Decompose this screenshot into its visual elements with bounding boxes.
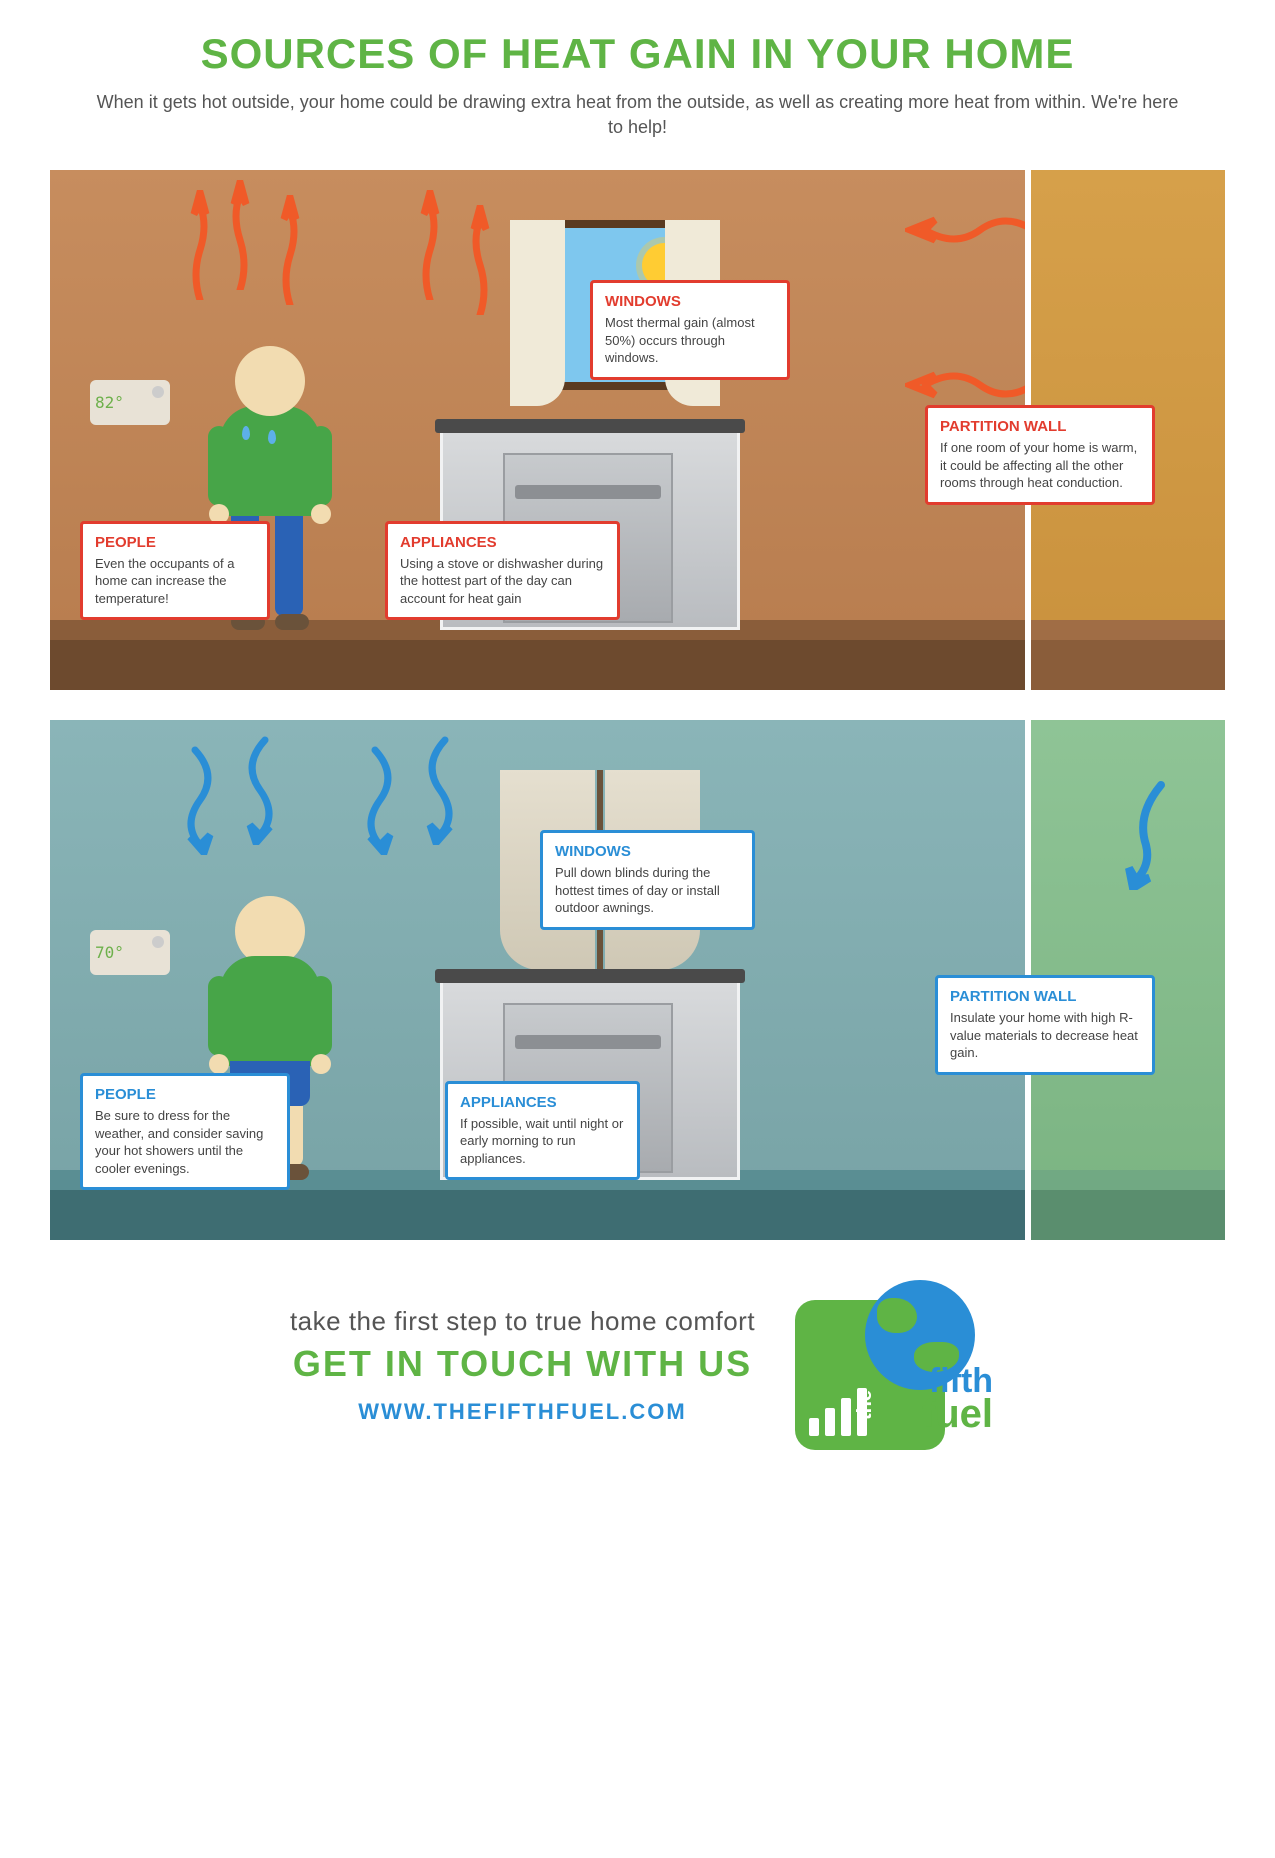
heat-arrow-icon xyxy=(470,205,490,315)
cool-arrow-icon xyxy=(240,735,290,845)
arms xyxy=(208,426,332,486)
callout-windows-cool: WINDOWS Pull down blinds during the hott… xyxy=(540,830,755,930)
countertop xyxy=(435,969,745,983)
arms xyxy=(208,976,332,1036)
callout-appliances-cool: APPLIANCES If possible, wait until night… xyxy=(445,1081,640,1181)
callout-title: APPLIANCES xyxy=(400,534,605,551)
callout-title: WINDOWS xyxy=(555,843,740,860)
callout-text: Be sure to dress for the weather, and co… xyxy=(95,1107,275,1177)
thermostat-hot-value: 82° xyxy=(95,393,124,412)
callout-text: Using a stove or dishwasher during the h… xyxy=(400,555,605,608)
callout-text: If possible, wait until night or early m… xyxy=(460,1115,625,1168)
cool-arrow-icon xyxy=(1121,780,1171,890)
curtain-left xyxy=(510,220,565,406)
head xyxy=(235,346,305,416)
callout-title: PARTITION WALL xyxy=(950,988,1140,1005)
footer-url: WWW.THEFIFTHFUEL.COM xyxy=(290,1399,755,1425)
thermostat-cool: 70° xyxy=(90,930,170,975)
callout-title: WINDOWS xyxy=(605,293,775,310)
hot-room: 82° xyxy=(50,170,1025,690)
heat-wave-icon xyxy=(905,365,1035,405)
footer: take the first step to true home comfort… xyxy=(50,1280,1225,1450)
callout-text: Most thermal gain (almost 50%) occurs th… xyxy=(605,314,775,367)
callout-appliances-hot: APPLIANCES Using a stove or dishwasher d… xyxy=(385,521,620,621)
cool-arrow-icon xyxy=(350,745,400,855)
callout-text: Pull down blinds during the hottest time… xyxy=(555,864,740,917)
callout-title: PEOPLE xyxy=(95,1086,275,1103)
footer-cta: GET IN TOUCH WITH US xyxy=(290,1343,755,1385)
hot-scene: 82° xyxy=(50,170,1225,690)
logo-the: the xyxy=(854,1390,877,1420)
callout-text: If one room of your home is warm, it cou… xyxy=(940,439,1140,492)
callout-windows-hot: WINDOWS Most thermal gain (almost 50%) o… xyxy=(590,280,790,380)
callout-title: PARTITION WALL xyxy=(940,418,1140,435)
cool-room: 70° WINDOWS Pull down bl xyxy=(50,720,1025,1240)
callout-people-hot: PEOPLE Even the occupants of a home can … xyxy=(80,521,270,621)
heat-arrow-icon xyxy=(230,180,250,290)
callout-text: Insulate your home with high R-value mat… xyxy=(950,1009,1140,1062)
footer-text: take the first step to true home comfort… xyxy=(290,1306,755,1425)
callout-title: PEOPLE xyxy=(95,534,255,551)
page-title: SOURCES OF HEAT GAIN IN YOUR HOME xyxy=(50,30,1225,78)
thermostat-hot: 82° xyxy=(90,380,170,425)
heat-wave-icon xyxy=(905,210,1035,250)
hot-side-floor xyxy=(1031,620,1225,690)
footer-step: take the first step to true home comfort xyxy=(290,1306,755,1337)
hot-floor xyxy=(50,620,1025,690)
countertop xyxy=(435,419,745,433)
brand-logo: the fifth fuel xyxy=(795,1280,985,1450)
callout-partition-cool: PARTITION WALL Insulate your home with h… xyxy=(935,975,1155,1075)
cool-arrow-icon xyxy=(170,745,220,855)
cool-side-floor xyxy=(1031,1170,1225,1240)
thermostat-cool-value: 70° xyxy=(95,943,124,962)
cool-arrow-icon xyxy=(420,735,470,845)
cool-scene: 70° WINDOWS Pull down bl xyxy=(50,720,1225,1240)
callout-text: Even the occupants of a home can increas… xyxy=(95,555,255,608)
heat-arrow-icon xyxy=(280,195,300,305)
callout-title: APPLIANCES xyxy=(460,1094,625,1111)
callout-people-cool: PEOPLE Be sure to dress for the weather,… xyxy=(80,1073,290,1190)
heat-arrow-icon xyxy=(190,190,210,300)
logo-fuel: fuel xyxy=(922,1396,993,1432)
page-subtitle: When it gets hot outside, your home coul… xyxy=(88,90,1188,140)
logo-text: fifth fuel xyxy=(922,1366,993,1433)
heat-arrow-icon xyxy=(420,190,440,300)
callout-partition-hot: PARTITION WALL If one room of your home … xyxy=(925,405,1155,505)
